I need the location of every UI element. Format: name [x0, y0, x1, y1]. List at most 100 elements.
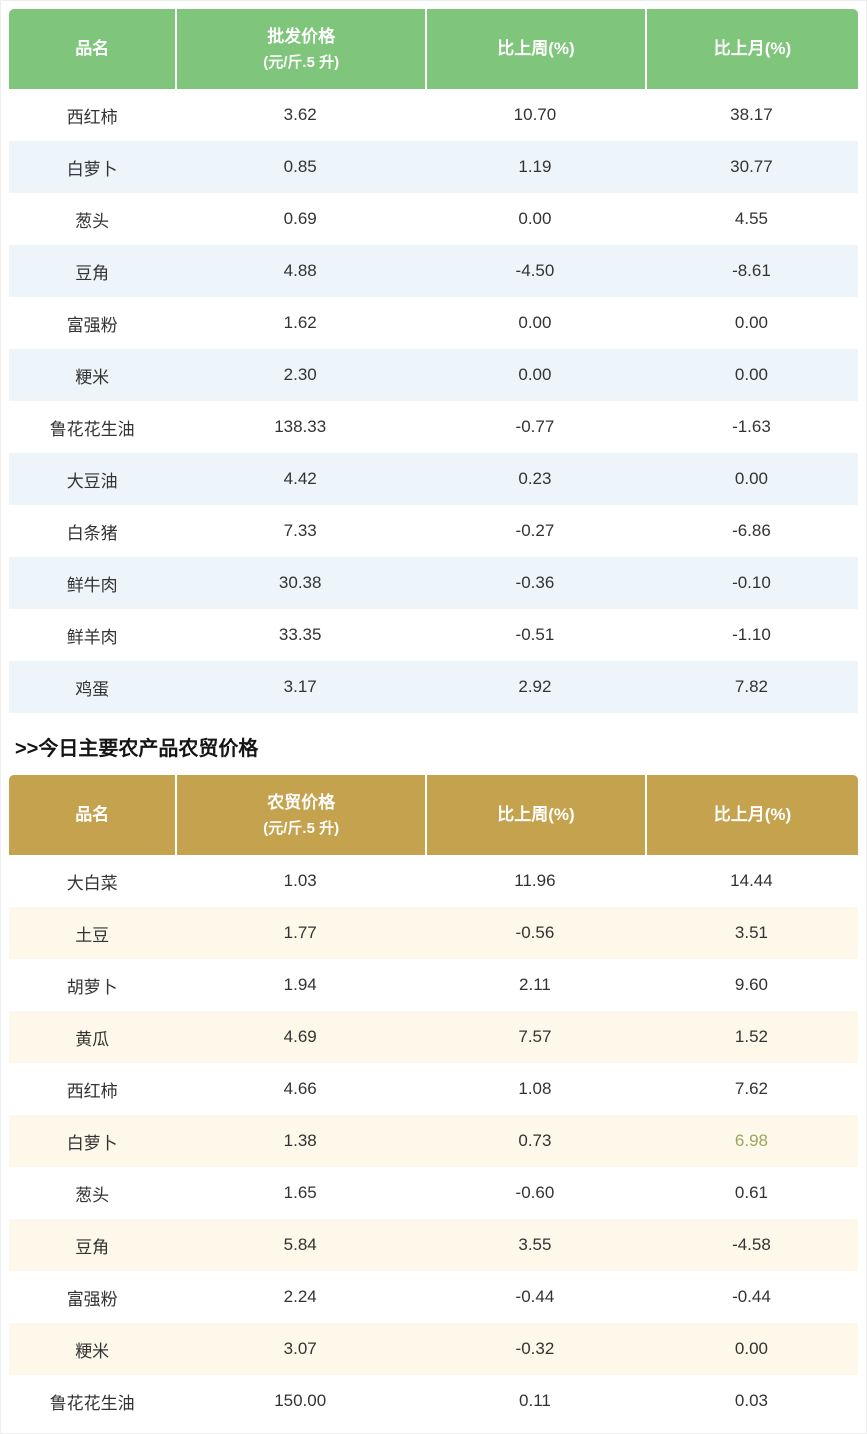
table-row: 豆角 5.84 3.55 -4.58 — [9, 1219, 858, 1271]
table-row: 白条猪 7.33 -0.27 -6.86 — [9, 505, 858, 557]
value-cell: 1.65 — [283, 1183, 317, 1202]
value-cell: 9.60 — [734, 975, 768, 994]
header-row: 品名 批发价格 (元/斤.5 升) 比上周(%) 比上月(%) — [9, 9, 858, 89]
product-name-cell: 土豆 — [9, 907, 176, 959]
value-cell: 3.07 — [175, 1323, 425, 1375]
value-cell: 4.88 — [175, 245, 425, 297]
market-table-header: 品名 农贸价格 (元/斤.5 升) 比上周(%) 比上月(%) — [9, 775, 858, 855]
table-row: 粳米 3.07 -0.32 0.00 — [9, 1323, 858, 1375]
section-title-market-prices: >>今日主要农产品农贸价格 — [15, 738, 259, 760]
value-cell: -0.44 — [515, 1287, 555, 1306]
product-name-cell: 葱头 — [75, 1185, 110, 1205]
table-row: 鲜牛肉 30.38 -0.36 -0.10 — [9, 557, 858, 609]
table-row: 鲜羊肉 33.35 -0.51 -1.10 — [9, 609, 858, 661]
value-cell: 1.08 — [518, 1079, 552, 1098]
value-cell: 2.92 — [424, 661, 645, 713]
table-row: 胡萝卜 1.94 2.11 9.60 — [9, 959, 858, 1011]
value-cell: -1.63 — [732, 417, 771, 436]
product-name-cell: 粳米 — [9, 349, 176, 401]
value-cell: 3.62 — [283, 105, 317, 124]
value-cell: -0.36 — [424, 557, 645, 609]
table-row: 鲁花花生油 138.33 -0.77 -1.63 — [9, 401, 858, 453]
value-cell: 30.38 — [175, 557, 425, 609]
value-cell: 2.30 — [175, 349, 425, 401]
value-cell: -6.86 — [732, 521, 771, 540]
header-market-price: 农贸价格 (元/斤.5 升) — [175, 775, 425, 855]
value-cell: 1.77 — [175, 907, 425, 959]
header-product-name: 品名 — [9, 9, 176, 89]
product-name-cell: 胡萝卜 — [66, 977, 118, 997]
header-price-unit: (元/斤.5 升) — [263, 53, 340, 71]
value-cell: 4.42 — [175, 453, 425, 505]
table-row: 黄瓜 4.69 7.57 1.52 — [9, 1011, 858, 1063]
value-cell: 1.62 — [283, 313, 317, 332]
value-cell: 0.61 — [734, 1183, 768, 1202]
table-row: 葱头 1.65 -0.60 0.61 — [9, 1167, 858, 1219]
value-cell: -0.60 — [515, 1183, 555, 1202]
product-name-cell: 大豆油 — [9, 453, 176, 505]
table-row: 鲁花花生油 150.00 0.11 0.03 — [9, 1375, 858, 1427]
value-cell: 1.52 — [644, 1011, 858, 1063]
value-cell: 4.55 — [734, 209, 768, 228]
product-name-cell: 鲁花花生油 — [49, 419, 135, 439]
product-name-cell: 白萝卜 — [9, 1115, 176, 1167]
product-name-cell: 葱头 — [75, 211, 110, 231]
value-cell: 0.85 — [175, 141, 425, 193]
header-price-unit: (元/斤.5 升) — [263, 819, 340, 837]
value-cell: 4.69 — [175, 1011, 425, 1063]
product-name-cell: 鲜羊肉 — [66, 627, 118, 647]
value-cell: 0.00 — [644, 349, 858, 401]
value-cell: 0.69 — [283, 209, 317, 228]
value-cell: 6.98 — [644, 1115, 858, 1167]
value-cell: 7.33 — [283, 521, 317, 540]
wholesale-table-body: 西红柿 3.62 10.70 38.17 白萝卜 0.85 1.19 30.77 葱头 0.69 0… — [9, 89, 858, 713]
wholesale-table-header: 品名 批发价格 (元/斤.5 升) 比上周(%) 比上月(%) — [9, 9, 858, 89]
table-row: 大豆油 4.42 0.23 0.00 — [9, 453, 858, 505]
value-cell: 0.00 — [644, 1323, 858, 1375]
value-cell: 33.35 — [278, 625, 322, 644]
value-cell: -1.10 — [732, 625, 771, 644]
table-row: 豆角 4.88 -4.50 -8.61 — [9, 245, 858, 297]
value-cell: 14.44 — [730, 871, 773, 890]
table-row: 白萝卜 0.85 1.19 30.77 — [9, 141, 858, 193]
value-cell: 1.03 — [283, 871, 317, 890]
value-cell: 1.38 — [175, 1115, 425, 1167]
wholesale-price-table: 品名 批发价格 (元/斤.5 升) 比上周(%) 比上月(%) 西红柿 3.62 1… — [9, 9, 858, 713]
value-cell: 10.70 — [513, 105, 557, 124]
product-name-cell: 富强粉 — [66, 315, 118, 335]
product-name-cell: 鲁花花生油 — [49, 1393, 135, 1413]
table-row: 西红柿 4.66 1.08 7.62 — [9, 1063, 858, 1115]
product-name-cell: 黄瓜 — [9, 1011, 176, 1063]
value-cell: -0.10 — [644, 557, 858, 609]
product-name-cell: 白萝卜 — [9, 141, 176, 193]
product-name-cell: 西红柿 — [66, 107, 118, 127]
value-cell: 2.11 — [519, 975, 551, 994]
product-name-cell: 大白菜 — [66, 873, 118, 893]
value-cell: 30.77 — [644, 141, 858, 193]
table-row: 大白菜 1.03 11.96 14.44 — [9, 855, 858, 907]
table-row: 富强粉 1.62 0.00 0.00 — [9, 297, 858, 349]
value-cell: -4.50 — [424, 245, 645, 297]
header-wow-change: 比上周(%) — [424, 9, 645, 89]
product-name-cell: 鸡蛋 — [9, 661, 176, 713]
value-cell: 0.00 — [518, 209, 552, 228]
product-name-cell: 豆角 — [9, 245, 176, 297]
table-row: 粳米 2.30 0.00 0.00 — [9, 349, 858, 401]
header-wholesale-price: 批发价格 (元/斤.5 升) — [175, 9, 425, 89]
market-price-table: 品名 农贸价格 (元/斤.5 升) 比上周(%) 比上月(%) 大白菜 1.03 1… — [9, 775, 858, 1427]
product-name-cell: 富强粉 — [66, 1289, 118, 1309]
value-cell: -0.32 — [424, 1323, 645, 1375]
value-cell: 0.73 — [424, 1115, 645, 1167]
table-row: 鸡蛋 3.17 2.92 7.82 — [9, 661, 858, 713]
value-cell: 138.33 — [274, 417, 327, 436]
value-cell: 0.23 — [424, 453, 645, 505]
value-cell: 1.94 — [283, 975, 317, 994]
header-row: 品名 农贸价格 (元/斤.5 升) 比上周(%) 比上月(%) — [9, 775, 858, 855]
value-cell: 38.17 — [730, 105, 773, 124]
table-row: 白萝卜 1.38 0.73 6.98 — [9, 1115, 858, 1167]
table-row: 葱头 0.69 0.00 4.55 — [9, 193, 858, 245]
value-cell: -8.61 — [644, 245, 858, 297]
value-cell: -0.51 — [515, 625, 555, 644]
value-cell: 3.55 — [424, 1219, 645, 1271]
